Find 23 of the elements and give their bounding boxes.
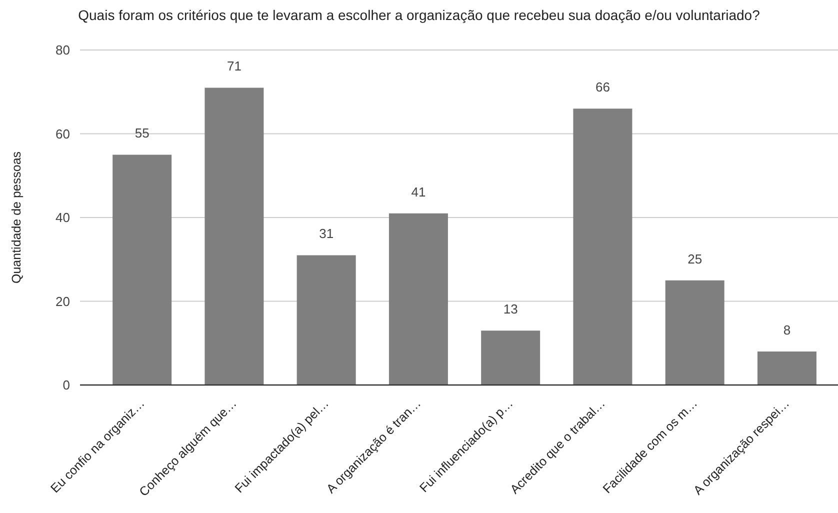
bar	[296, 255, 356, 385]
data-label: 55	[134, 126, 150, 141]
bar	[665, 280, 724, 385]
bar	[481, 330, 540, 385]
bar	[388, 213, 448, 385]
data-label: 25	[688, 251, 702, 266]
data-label: 13	[503, 302, 518, 317]
data-label: 8	[783, 322, 791, 338]
bar	[204, 88, 264, 385]
y-tick-label: 40	[56, 210, 70, 226]
y-tick-label: 60	[56, 126, 70, 142]
chart-title: Quais foram os critérios que te levaram a escolher a organização que recebeu sua doação e/ou voluntariado?	[78, 7, 760, 23]
bar	[573, 108, 632, 385]
y-tick-label: 80	[56, 42, 70, 58]
data-label: 66	[595, 80, 610, 95]
data-label: 71	[226, 58, 242, 74]
y-tick-label: 0	[62, 378, 70, 393]
bar	[112, 154, 172, 385]
y-tick-label: 20	[56, 294, 70, 309]
data-label: 31	[319, 226, 334, 242]
bar	[757, 352, 816, 385]
y-axis-title: Quantidade de pessoas	[9, 151, 24, 284]
data-label: 41	[411, 184, 426, 200]
